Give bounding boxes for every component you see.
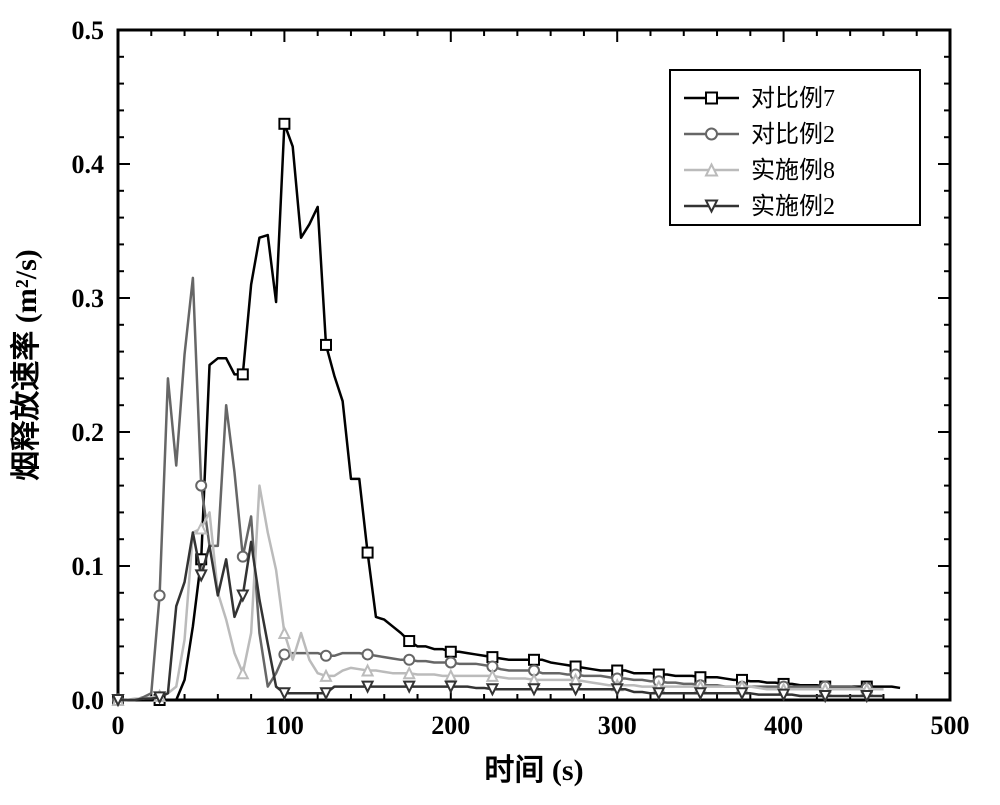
svg-text:0.2: 0.2 xyxy=(72,418,105,447)
smoke-release-rate-chart: 0 100 200 300 400 500 时间 (s) 0.0 0.1 0.2 0.3 0.4 0.5… xyxy=(0,0,1000,805)
svg-text:0: 0 xyxy=(112,711,125,740)
svg-text:0.1: 0.1 xyxy=(72,552,105,581)
svg-text:时间 (s): 时间 (s) xyxy=(484,754,583,787)
svg-text:对比例2: 对比例2 xyxy=(751,121,835,148)
svg-text:100: 100 xyxy=(265,711,304,740)
svg-text:0.4: 0.4 xyxy=(72,150,105,179)
svg-text:对比例7: 对比例7 xyxy=(751,85,835,112)
svg-text:0.0: 0.0 xyxy=(72,686,105,715)
svg-text:烟释放速率 (m²/s): 烟释放速率 (m²/s) xyxy=(10,249,43,480)
svg-text:400: 400 xyxy=(764,711,803,740)
svg-text:200: 200 xyxy=(431,711,470,740)
svg-text:0.3: 0.3 xyxy=(72,284,105,313)
svg-text:实施例8: 实施例8 xyxy=(751,157,835,184)
svg-text:300: 300 xyxy=(598,711,637,740)
svg-text:500: 500 xyxy=(931,711,970,740)
svg-text:实施例2: 实施例2 xyxy=(751,193,835,220)
svg-text:0.5: 0.5 xyxy=(72,16,105,45)
chart-container: 0 100 200 300 400 500 时间 (s) 0.0 0.1 0.2 0.3 0.4 0.5… xyxy=(0,0,1000,805)
